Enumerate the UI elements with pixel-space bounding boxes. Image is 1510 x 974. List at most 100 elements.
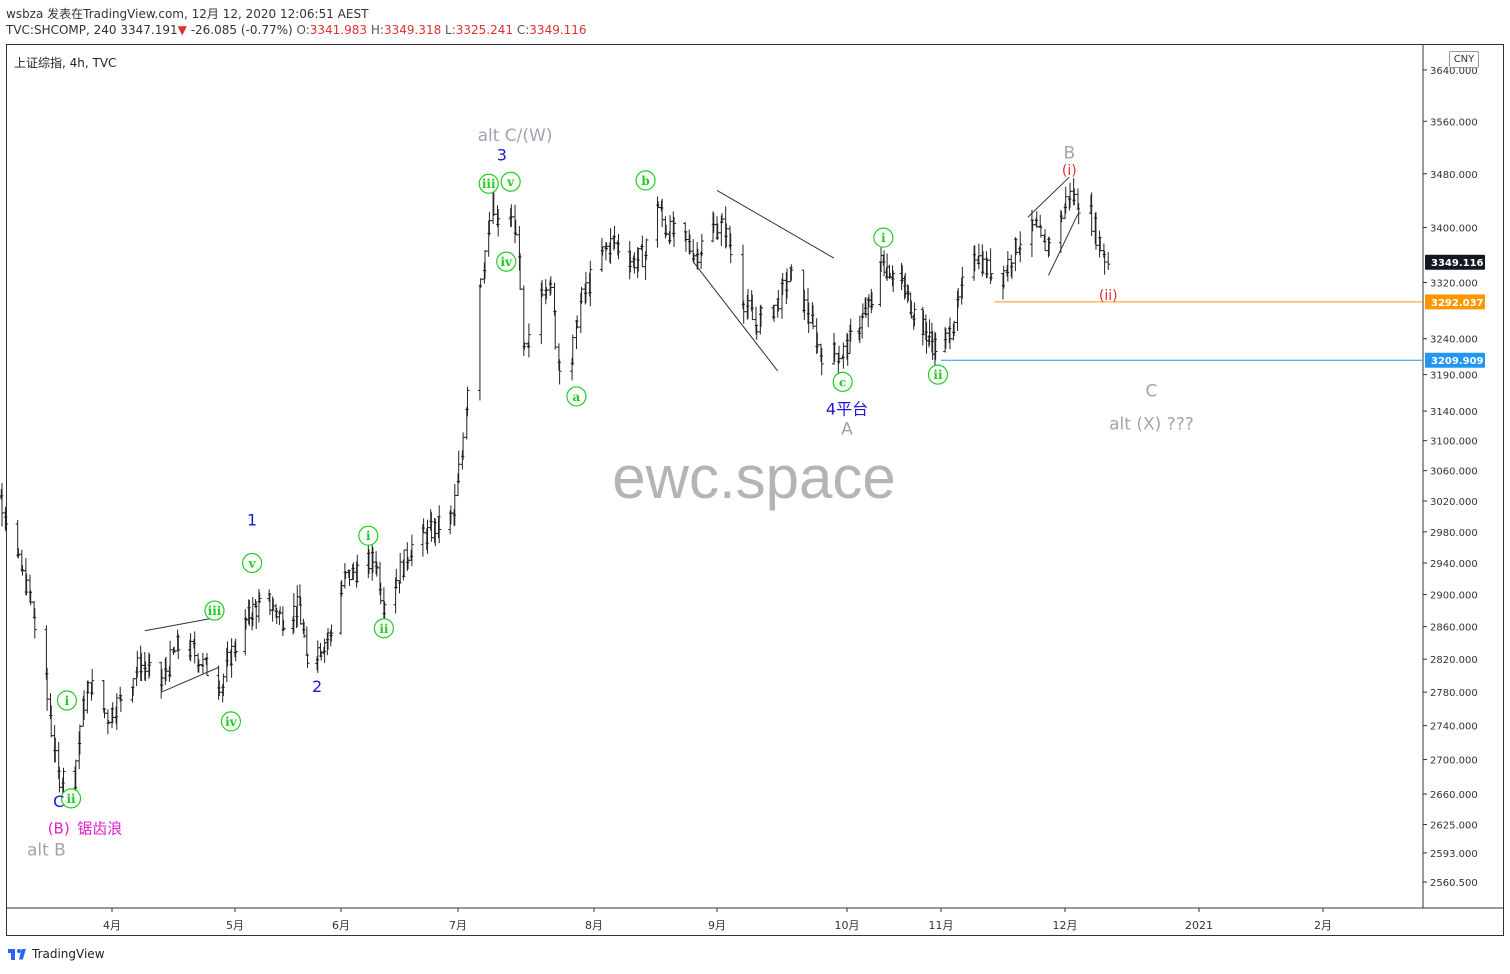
price-badge[interactable]: 3209.909 (1425, 352, 1485, 368)
ohlc-bar (1001, 273, 1005, 300)
close-value: 3349.116 (529, 23, 587, 37)
ohlc-bar (1106, 252, 1111, 270)
wave-label-text: i (366, 529, 371, 543)
ohlc-bar (840, 354, 845, 360)
wave-label[interactable]: 锯齿浪 (77, 819, 122, 837)
ohlc-bar (832, 341, 837, 363)
tradingview-logo[interactable]: TradingView (8, 947, 105, 961)
wave-label[interactable]: 3 (497, 146, 507, 165)
ohlc-bar (147, 653, 152, 677)
ohlc-bar (672, 216, 677, 248)
wave-label-circle[interactable]: i (873, 227, 894, 248)
ohlc-bar (1005, 264, 1010, 277)
ohlc-bar (267, 589, 272, 602)
trendline[interactable] (161, 666, 219, 693)
ohlc-bar (1018, 231, 1023, 263)
wave-label[interactable]: (ii) (1099, 288, 1118, 304)
trendline[interactable] (716, 189, 835, 259)
wave-label-circle[interactable]: i (358, 525, 379, 546)
ohlc-bar (370, 547, 375, 574)
ohlc-bar (599, 238, 604, 272)
wave-label[interactable]: (i) (1062, 163, 1077, 179)
price-badge-text: 3292.037 (1431, 298, 1484, 309)
trendline[interactable] (1027, 176, 1070, 218)
wave-label[interactable]: C (53, 792, 64, 811)
ohlc-bar (933, 332, 938, 361)
ohlc-bar (912, 302, 917, 327)
wave-label-circle[interactable]: ii (60, 788, 82, 809)
ohlc-bar (518, 253, 523, 290)
ohlc-bar (49, 705, 54, 738)
wave-circle (373, 618, 394, 639)
ohlc-bar (339, 579, 344, 597)
price-badge[interactable]: 3349.116 (1425, 254, 1485, 270)
ohlc-bar (543, 279, 548, 305)
currency-badge[interactable]: CNY (1449, 51, 1479, 68)
ohlc-bar (271, 598, 276, 611)
low-value: 3325.241 (455, 23, 514, 37)
y-tick-label: 3320.000 (1430, 278, 1478, 289)
trendline[interactable] (144, 618, 211, 632)
price-badge[interactable]: 3292.037 (1425, 294, 1485, 310)
wave-label[interactable]: 2 (312, 677, 322, 696)
ohlc-bar (627, 241, 632, 280)
price-badge-text: 3349.116 (1431, 258, 1484, 269)
ohlc-bar (1014, 238, 1019, 256)
ohlc-legend: TVC:SHCOMP, 240 3347.191▼ -26.085 (-0.77… (6, 23, 587, 37)
wave-label[interactable]: alt (X) ??? (1109, 415, 1194, 435)
wave-label-circle[interactable]: a (566, 386, 587, 407)
symbol-title[interactable]: 上证综指, 4h, TVC (14, 56, 117, 70)
wave-label-circle[interactable]: ii (373, 618, 394, 639)
symbol-code[interactable]: TVC:SHCOMP, 240 (6, 23, 117, 37)
wave-label-circle[interactable]: b (635, 170, 656, 191)
wave-label[interactable]: B (1063, 144, 1075, 164)
wave-label[interactable]: C (1146, 381, 1158, 401)
ohlc-bar (342, 562, 347, 589)
wave-circle (220, 711, 241, 732)
wave-label-circle[interactable]: iv (220, 711, 241, 732)
x-tick-label: 9月 (708, 919, 726, 932)
ohlc-bar (578, 292, 583, 334)
ohlc-bar (491, 190, 496, 217)
ohlc-bar (741, 300, 746, 324)
ohlc-bar (719, 215, 724, 247)
ohlc-bar (924, 322, 929, 354)
wave-label-circle[interactable]: iii (204, 600, 225, 621)
chart-frame[interactable] (6, 44, 1504, 936)
y-tick-label: 3100.000 (1430, 437, 1478, 448)
ohlc-bar (655, 196, 660, 248)
ohlc-bar (548, 276, 553, 295)
wave-label-text: v (506, 175, 515, 189)
ohlc-bar (351, 562, 356, 580)
ohlc-bar (196, 659, 201, 673)
ohlc-bar (802, 289, 807, 321)
ohlc-bar (146, 652, 151, 679)
wave-label-circle[interactable]: ii (927, 364, 949, 385)
wave-label-circle[interactable]: iii (478, 173, 499, 194)
wave-label[interactable]: A (841, 420, 853, 440)
wave-label-circle[interactable]: v (241, 552, 263, 574)
wave-label[interactable]: (B) (48, 819, 70, 837)
wave-label-circle[interactable]: iv (496, 251, 517, 272)
wave-label[interactable]: alt C/(W) (478, 126, 553, 146)
wave-label[interactable]: 1 (247, 511, 257, 530)
ohlc-bar (394, 568, 399, 589)
wave-label-circle[interactable]: i (56, 690, 78, 711)
wave-label-text: i (881, 231, 886, 245)
ohlc-bar (192, 631, 197, 664)
wave-label-circle[interactable]: c (832, 371, 853, 392)
ohlc-bar (85, 680, 90, 714)
wave-label[interactable]: 4平台 (826, 400, 868, 419)
ohlc-bar (780, 272, 785, 296)
ohlc-bar (921, 310, 926, 335)
wave-label-circle[interactable]: v (500, 171, 521, 192)
ohlc-bar (294, 605, 299, 629)
wave-label[interactable]: alt B (27, 841, 66, 861)
trendline[interactable] (692, 261, 779, 372)
ohlc-bar (570, 357, 575, 381)
ohlc-bar (315, 656, 320, 671)
x-tick-label: 7月 (449, 919, 467, 932)
trendline[interactable] (1048, 213, 1079, 276)
ohlc-bar (420, 523, 425, 557)
